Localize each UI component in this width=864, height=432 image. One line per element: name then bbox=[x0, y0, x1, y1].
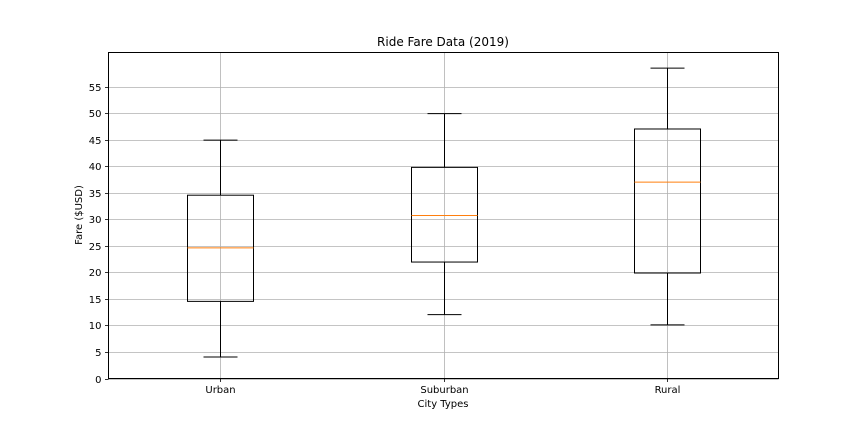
y-tick-label: 25 bbox=[89, 242, 102, 253]
y-tick-label: 40 bbox=[89, 162, 102, 173]
y-tick-label: 15 bbox=[89, 295, 102, 306]
y-tick-label: 35 bbox=[89, 189, 102, 200]
y-tick-label: 50 bbox=[89, 109, 102, 120]
chart-title: Ride Fare Data (2019) bbox=[377, 35, 509, 49]
y-tick-label: 10 bbox=[89, 321, 102, 332]
x-tick-label: Rural bbox=[655, 385, 681, 396]
y-tick-label: 5 bbox=[95, 348, 101, 359]
y-tick-label: 30 bbox=[89, 215, 102, 226]
y-tick-label: 0 bbox=[95, 375, 101, 386]
ticks: 0 5 10 15 20 25 30 35 40 45 50 55 Urban Suburban Rural bbox=[89, 83, 681, 396]
y-axis-label: Fare ($USD) bbox=[74, 185, 85, 245]
x-axis-label: City Types bbox=[418, 399, 469, 410]
iqr-box bbox=[634, 128, 701, 274]
x-tick-label: Urban bbox=[205, 385, 235, 396]
iqr-box bbox=[411, 166, 478, 263]
box-urban bbox=[187, 139, 254, 358]
y-tick-label: 55 bbox=[89, 83, 102, 94]
plot-frame bbox=[108, 52, 779, 379]
y-tick-label: 20 bbox=[89, 268, 102, 279]
boxes bbox=[187, 67, 701, 358]
x-tick-label: Suburban bbox=[420, 385, 468, 396]
box-rural bbox=[634, 67, 701, 326]
box-suburban bbox=[411, 113, 478, 316]
y-tick-label: 45 bbox=[89, 136, 102, 147]
